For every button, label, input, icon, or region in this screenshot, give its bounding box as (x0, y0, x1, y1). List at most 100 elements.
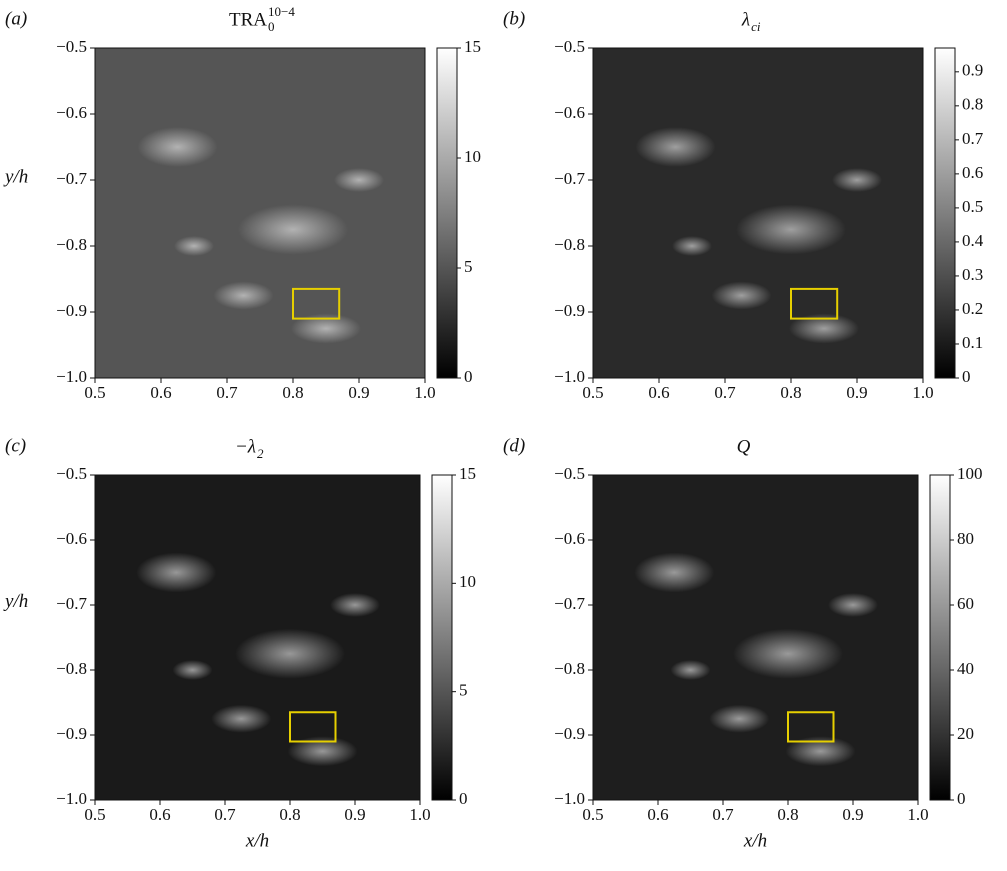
colorbar-tick-label: 0.6 (962, 163, 983, 182)
colorbar-tick-label: 0.7 (962, 129, 984, 148)
highlight-box (790, 287, 839, 320)
x-tick-label: 1.0 (414, 383, 435, 402)
x-tick-label: 0.7 (216, 383, 238, 402)
colorbar-tick-label: 10 (459, 572, 476, 591)
colorbar-tick-label: 0 (962, 367, 971, 386)
colorbar (934, 47, 956, 379)
y-tick-label: −0.5 (56, 464, 87, 483)
y-tick-label: −0.8 (56, 659, 87, 678)
y-tick-label: −1.0 (56, 367, 87, 386)
field-structure (291, 313, 361, 344)
field-structure (828, 593, 878, 617)
x-tick-label: 0.6 (648, 383, 669, 402)
field-structure (213, 281, 274, 310)
colorbar-tick-label: 0 (957, 789, 966, 808)
chart-title-subscript: 2 (257, 446, 264, 461)
chart-title: λ (741, 9, 750, 30)
axes-frame (94, 474, 421, 801)
y-tick-label: −0.6 (56, 103, 87, 122)
panel-label: (a) (5, 8, 27, 29)
chart-title-subscript: 0 (268, 19, 275, 34)
colorbar-tick-label: 5 (459, 681, 468, 700)
field-structure (711, 281, 772, 310)
field-structure (733, 628, 843, 679)
highlight-box (289, 711, 337, 743)
x-tick-label: 0.6 (647, 805, 668, 824)
panel-label: (d) (503, 435, 525, 456)
y-axis-label: y/h (3, 166, 28, 187)
chart-title: −λ (235, 436, 256, 457)
y-tick-label: −0.8 (56, 235, 87, 254)
y-tick-label: −0.5 (554, 464, 585, 483)
y-tick-label: −0.6 (554, 529, 585, 548)
y-tick-label: −1.0 (554, 789, 585, 808)
field-structure (634, 552, 715, 593)
field-structure (670, 660, 711, 680)
x-tick-label: 0.9 (344, 805, 365, 824)
colorbar-tick-label: 0 (459, 789, 468, 808)
colorbar-tick-label: 40 (957, 659, 974, 678)
field-structure (330, 593, 380, 617)
x-tick-label: 0.5 (84, 805, 105, 824)
field-structure (832, 168, 882, 192)
x-tick-label: 1.0 (912, 383, 933, 402)
colorbar-tick-label: 10 (464, 147, 481, 166)
x-tick-label: 0.9 (846, 383, 867, 402)
colorbar-tick-label: 80 (957, 529, 974, 548)
y-tick-label: −0.9 (554, 301, 585, 320)
axes-frame (592, 474, 919, 801)
axes-frame (94, 47, 426, 379)
field-structure (672, 236, 712, 256)
y-tick-label: −0.6 (56, 529, 87, 548)
y-tick-label: −0.7 (56, 594, 87, 613)
colorbar-tick-label: 20 (957, 724, 974, 743)
colorbar (431, 474, 453, 801)
y-tick-label: −0.9 (56, 301, 87, 320)
chart-title: Q (737, 436, 751, 457)
colorbar-tick-label: 0.8 (962, 95, 983, 114)
x-axis-label: x/h (743, 830, 767, 851)
y-tick-label: −0.5 (554, 37, 585, 56)
x-tick-label: 1.0 (409, 805, 430, 824)
field-structure (736, 204, 846, 255)
panel-label: (b) (503, 8, 525, 29)
colorbar-tick-label: 0.5 (962, 197, 983, 216)
y-tick-label: −1.0 (56, 789, 87, 808)
field-structure (238, 204, 348, 255)
field-structure (334, 168, 384, 192)
x-tick-label: 0.9 (842, 805, 863, 824)
x-tick-label: 1.0 (907, 805, 928, 824)
field-structure (635, 127, 716, 167)
highlight-box (292, 287, 341, 320)
x-tick-label: 0.6 (149, 805, 170, 824)
colorbar-tick-label: 5 (464, 257, 473, 276)
field-structure (136, 552, 217, 593)
panel-label: (c) (5, 435, 26, 456)
y-tick-label: −0.7 (554, 594, 585, 613)
chart-title-subscript: ci (751, 19, 761, 34)
chart-title: TRA (229, 9, 267, 30)
y-axis-label: y/h (3, 591, 28, 612)
axes-frame (592, 47, 924, 379)
colorbar-tick-label: 0.9 (962, 61, 983, 80)
y-tick-label: −0.8 (554, 659, 585, 678)
x-tick-label: 0.5 (582, 805, 603, 824)
y-tick-label: −0.9 (554, 724, 585, 743)
field-structure (789, 313, 859, 344)
y-tick-label: −0.7 (56, 169, 87, 188)
x-tick-label: 0.7 (714, 383, 736, 402)
field-structure (172, 660, 213, 680)
field-structure (211, 704, 272, 733)
colorbar (436, 47, 458, 379)
x-tick-label: 0.7 (214, 805, 236, 824)
field-structure (174, 236, 214, 256)
y-tick-label: −0.9 (56, 724, 87, 743)
colorbar-tick-label: 0.3 (962, 265, 983, 284)
colorbar-tick-label: 15 (459, 464, 476, 483)
y-tick-label: −0.5 (56, 37, 87, 56)
x-tick-label: 0.8 (279, 805, 300, 824)
x-tick-label: 0.8 (282, 383, 303, 402)
x-tick-label: 0.5 (84, 383, 105, 402)
colorbar-tick-label: 100 (957, 464, 983, 483)
